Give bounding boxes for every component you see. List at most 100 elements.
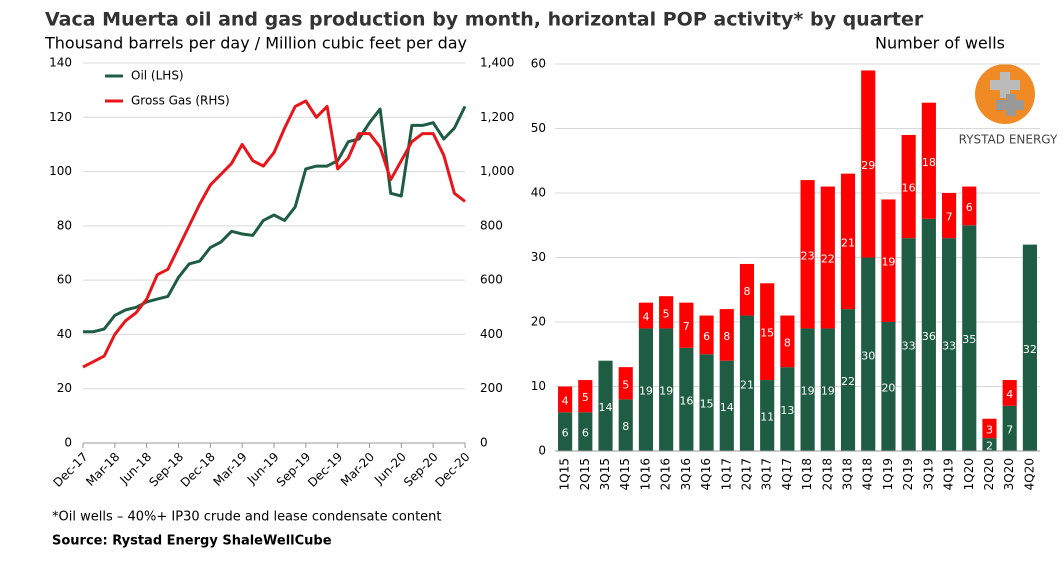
bar-segment xyxy=(760,380,775,451)
bar-segment xyxy=(578,412,593,451)
bar-segment xyxy=(638,328,654,451)
y-tick-label: 30 xyxy=(531,250,546,264)
x-tick-label: 2Q19 xyxy=(901,458,915,490)
y-tick-label: 50 xyxy=(531,121,546,135)
logo-text: RYSTAD ENERGY xyxy=(959,133,1058,147)
value-label: 19 xyxy=(801,385,815,398)
y-tick-label: 140 xyxy=(49,56,72,70)
value-label: 3 xyxy=(986,423,993,436)
value-label: 33 xyxy=(942,340,956,353)
value-label: 21 xyxy=(841,236,855,249)
bar-segment xyxy=(982,418,997,439)
bar-segment xyxy=(1002,380,1017,406)
value-label: 16 xyxy=(902,182,916,195)
value-label: 8 xyxy=(723,330,730,343)
bar-segment xyxy=(941,238,957,451)
y2-tick-label: 0 xyxy=(480,436,488,450)
line-series xyxy=(83,105,467,334)
value-label: 4 xyxy=(1006,388,1013,401)
bar-segment xyxy=(921,102,936,219)
logo-shape xyxy=(990,72,1020,98)
y-tick-label: 0 xyxy=(538,444,546,458)
bar-segment xyxy=(679,347,694,451)
value-label: 18 xyxy=(922,156,936,169)
y-tick-label: 40 xyxy=(531,186,546,200)
value-label: 16 xyxy=(679,394,693,407)
x-tick-label: 2Q18 xyxy=(820,458,834,490)
bar-segment xyxy=(699,315,714,355)
bar-segment xyxy=(618,367,633,400)
value-label: 35 xyxy=(962,333,976,346)
bar-segment xyxy=(982,438,997,451)
y2-tick-label: 600 xyxy=(480,273,503,287)
x-tick-label: Mar-18 xyxy=(83,450,122,489)
y-tick-label: 0 xyxy=(64,436,72,450)
bar-segment xyxy=(820,186,835,329)
x-tick-label: 4Q20 xyxy=(1022,458,1036,490)
y2-tick-label: 400 xyxy=(480,327,503,341)
source: Source: Rystad Energy ShaleWellCube xyxy=(52,534,332,549)
x-tick-label: 2Q15 xyxy=(578,458,592,490)
value-label: 4 xyxy=(562,394,569,407)
bar-segment xyxy=(1002,405,1017,451)
value-label: 7 xyxy=(683,320,690,333)
bar-segment xyxy=(558,386,573,413)
bar-segment xyxy=(921,218,936,451)
bar-segment xyxy=(881,199,896,322)
y-tick-label: 20 xyxy=(57,381,72,395)
y-tick-label: 60 xyxy=(57,273,72,287)
bar-segment xyxy=(840,173,856,310)
bar-segment xyxy=(760,283,775,381)
x-tick-label: 1Q16 xyxy=(638,458,652,490)
logo-shape xyxy=(996,94,1024,116)
value-label: 5 xyxy=(582,391,589,404)
y2-tick-label: 1,200 xyxy=(480,110,514,124)
legend-label: Gross Gas (RHS) xyxy=(131,94,230,108)
value-label: 7 xyxy=(946,211,953,224)
y2-tick-label: 200 xyxy=(480,381,503,395)
x-tick-label: Dec-18 xyxy=(178,450,218,490)
bar-segment xyxy=(780,315,795,368)
bar-segment xyxy=(618,399,633,451)
bar-segment xyxy=(739,263,755,316)
value-label: 15 xyxy=(700,398,714,411)
x-tick-label: 4Q15 xyxy=(618,458,632,490)
bar-segment xyxy=(800,180,815,329)
value-label: 2 xyxy=(986,440,993,453)
bar-segment xyxy=(881,322,896,451)
value-label: 19 xyxy=(881,256,895,269)
value-label: 15 xyxy=(760,327,774,340)
value-label: 19 xyxy=(639,385,653,398)
x-tick-label: 4Q17 xyxy=(780,458,794,490)
value-label: 22 xyxy=(821,253,835,266)
bar-segment xyxy=(659,328,674,451)
x-tick-label: 1Q19 xyxy=(881,458,895,490)
bar-segment xyxy=(901,134,916,239)
y-tick-label: 10 xyxy=(531,379,546,393)
x-tick-label: Dec-19 xyxy=(305,450,345,490)
bar-segment xyxy=(1022,244,1037,451)
bar-segment xyxy=(739,315,755,451)
value-label: 30 xyxy=(861,349,875,362)
y-tick-label: 40 xyxy=(57,327,72,341)
legend-label: Oil (LHS) xyxy=(131,69,184,83)
bar-segment xyxy=(578,380,593,413)
footnote: *Oil wells – 40%+ IP30 crude and lease c… xyxy=(52,510,442,525)
bar-segment xyxy=(659,296,674,329)
value-label: 13 xyxy=(780,404,794,417)
value-label: 19 xyxy=(821,385,835,398)
value-label: 14 xyxy=(720,401,734,414)
bar-segment xyxy=(901,238,916,451)
value-label: 11 xyxy=(760,411,774,424)
value-label: 8 xyxy=(784,336,791,349)
bar-segment xyxy=(800,328,815,451)
x-tick-label: Mar-20 xyxy=(338,450,377,489)
bar-segment xyxy=(679,302,694,348)
x-tick-label: 2Q17 xyxy=(739,458,753,490)
y-tick-label: 100 xyxy=(49,164,72,178)
value-label: 8 xyxy=(743,285,750,298)
value-label: 6 xyxy=(703,330,710,343)
bar-segment xyxy=(719,309,734,361)
x-tick-label: 3Q19 xyxy=(921,458,935,490)
